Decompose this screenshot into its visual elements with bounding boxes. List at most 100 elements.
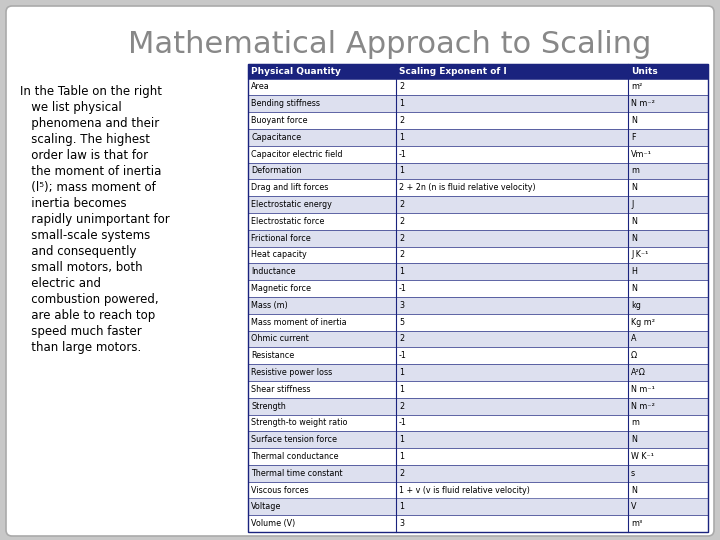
- Text: scaling. The highest: scaling. The highest: [20, 133, 150, 146]
- Bar: [248, 448, 708, 465]
- Text: A: A: [631, 334, 636, 343]
- Bar: [248, 230, 708, 246]
- Text: 1: 1: [399, 385, 404, 394]
- Text: 1: 1: [399, 166, 404, 176]
- Text: N: N: [631, 234, 637, 242]
- Bar: [248, 78, 708, 95]
- Bar: [248, 297, 708, 314]
- Text: Thermal conductance: Thermal conductance: [251, 452, 338, 461]
- Text: N: N: [631, 217, 637, 226]
- Text: Ohmic current: Ohmic current: [251, 334, 309, 343]
- Text: small motors, both: small motors, both: [20, 261, 143, 274]
- Text: s: s: [631, 469, 635, 478]
- Bar: [248, 64, 708, 78]
- Text: N: N: [631, 116, 637, 125]
- Text: V: V: [631, 502, 636, 511]
- Text: 2: 2: [399, 83, 404, 91]
- Text: N m⁻²: N m⁻²: [631, 402, 655, 410]
- Text: Strength-to weight ratio: Strength-to weight ratio: [251, 418, 348, 427]
- Bar: [248, 280, 708, 297]
- Text: Voltage: Voltage: [251, 502, 282, 511]
- Text: W K⁻¹: W K⁻¹: [631, 452, 654, 461]
- Text: J: J: [631, 200, 634, 209]
- Text: Kg m²: Kg m²: [631, 318, 655, 327]
- Text: Drag and lift forces: Drag and lift forces: [251, 183, 328, 192]
- Text: inertia becomes: inertia becomes: [20, 197, 127, 210]
- Text: speed much faster: speed much faster: [20, 325, 142, 338]
- Text: H: H: [631, 267, 637, 276]
- Bar: [248, 196, 708, 213]
- Text: 2: 2: [399, 334, 404, 343]
- Text: 2: 2: [399, 402, 404, 410]
- Bar: [248, 381, 708, 397]
- Text: 1: 1: [399, 368, 404, 377]
- Text: than large motors.: than large motors.: [20, 341, 141, 354]
- Bar: [248, 482, 708, 498]
- Text: Volume (V): Volume (V): [251, 519, 295, 528]
- Text: -1: -1: [399, 284, 407, 293]
- Bar: [248, 213, 708, 230]
- Text: Deformation: Deformation: [251, 166, 302, 176]
- Text: the moment of inertia: the moment of inertia: [20, 165, 161, 178]
- Text: Magnetic force: Magnetic force: [251, 284, 311, 293]
- Text: Physical Quantity: Physical Quantity: [251, 67, 341, 76]
- Text: 5: 5: [399, 318, 404, 327]
- Text: 2: 2: [399, 217, 404, 226]
- Bar: [248, 364, 708, 381]
- Bar: [248, 498, 708, 515]
- Text: (l⁵); mass moment of: (l⁵); mass moment of: [20, 181, 156, 194]
- Text: Mass moment of inertia: Mass moment of inertia: [251, 318, 346, 327]
- Text: Resistance: Resistance: [251, 351, 294, 360]
- FancyBboxPatch shape: [6, 6, 714, 536]
- Text: phenomena and their: phenomena and their: [20, 117, 159, 130]
- Bar: [248, 515, 708, 532]
- Text: kg: kg: [631, 301, 641, 310]
- Text: small-scale systems: small-scale systems: [20, 229, 150, 242]
- Text: Vm⁻¹: Vm⁻¹: [631, 150, 652, 159]
- Text: Capacitor electric field: Capacitor electric field: [251, 150, 343, 159]
- Text: Scaling Exponent of l: Scaling Exponent of l: [399, 67, 507, 76]
- Text: m²: m²: [631, 83, 642, 91]
- Bar: [248, 64, 708, 532]
- Text: m³: m³: [631, 519, 642, 528]
- Text: 1: 1: [399, 452, 404, 461]
- Text: Units: Units: [631, 67, 658, 76]
- Text: 2: 2: [399, 469, 404, 478]
- Text: 1: 1: [399, 502, 404, 511]
- Text: 2: 2: [399, 116, 404, 125]
- Bar: [248, 347, 708, 364]
- Text: -1: -1: [399, 150, 407, 159]
- Text: N: N: [631, 485, 637, 495]
- Text: Electrostatic force: Electrostatic force: [251, 217, 325, 226]
- Text: combustion powered,: combustion powered,: [20, 293, 158, 306]
- Text: Heat capacity: Heat capacity: [251, 251, 307, 259]
- Text: In the Table on the right: In the Table on the right: [20, 85, 162, 98]
- Text: electric and: electric and: [20, 277, 101, 290]
- Bar: [248, 314, 708, 330]
- Text: Strength: Strength: [251, 402, 286, 410]
- Text: 2 + 2n (n is fluid relative velocity): 2 + 2n (n is fluid relative velocity): [399, 183, 536, 192]
- Text: Bending stiffness: Bending stiffness: [251, 99, 320, 108]
- Bar: [248, 112, 708, 129]
- Text: 3: 3: [399, 301, 404, 310]
- Text: Ω: Ω: [631, 351, 637, 360]
- Text: N: N: [631, 435, 637, 444]
- Text: F: F: [631, 133, 636, 142]
- Text: Thermal time constant: Thermal time constant: [251, 469, 343, 478]
- Text: 3: 3: [399, 519, 404, 528]
- Text: Capacitance: Capacitance: [251, 133, 301, 142]
- Bar: [248, 146, 708, 163]
- Text: m: m: [631, 166, 639, 176]
- Bar: [248, 129, 708, 146]
- Text: 2: 2: [399, 200, 404, 209]
- Text: Mathematical Approach to Scaling: Mathematical Approach to Scaling: [128, 30, 652, 59]
- Bar: [248, 431, 708, 448]
- Bar: [248, 95, 708, 112]
- Text: 1: 1: [399, 435, 404, 444]
- Bar: [248, 397, 708, 415]
- Text: A²Ω: A²Ω: [631, 368, 646, 377]
- Text: J K⁻¹: J K⁻¹: [631, 251, 649, 259]
- Text: Buoyant force: Buoyant force: [251, 116, 307, 125]
- Text: are able to reach top: are able to reach top: [20, 309, 156, 322]
- Text: Frictional force: Frictional force: [251, 234, 311, 242]
